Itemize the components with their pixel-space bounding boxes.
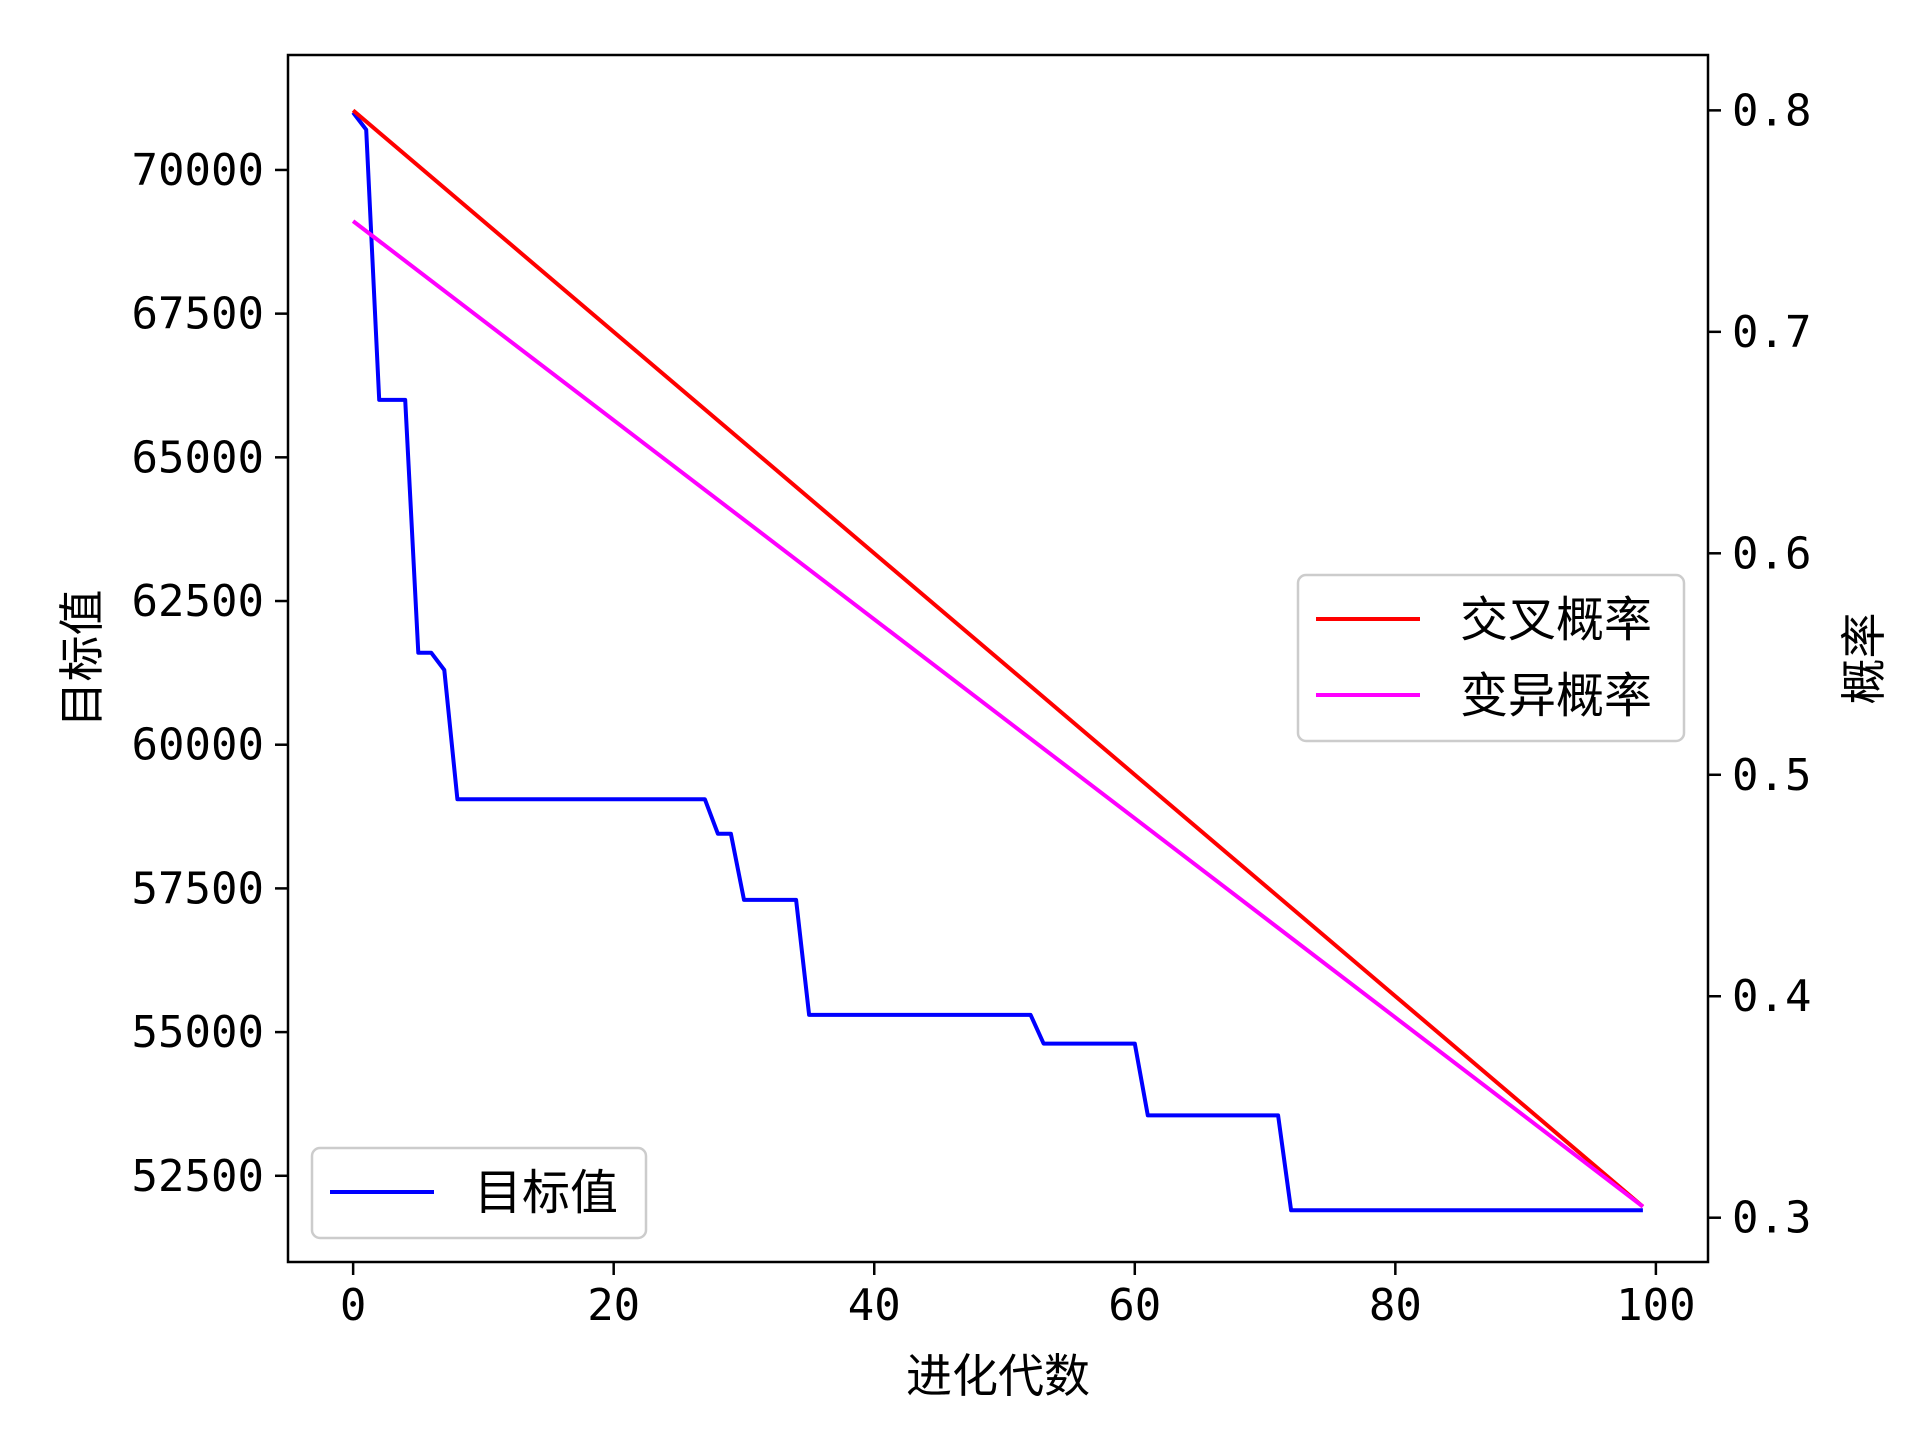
x-tick-label: 60 [1108, 1280, 1161, 1331]
x-tick-label: 40 [848, 1280, 901, 1331]
y-right-axis-title: 概率 [1837, 613, 1891, 705]
y-left-tick-label: 67500 [132, 289, 264, 340]
legend-probability-label: 交叉概率 [1460, 592, 1652, 648]
x-axis-title: 进化代数 [906, 1349, 1090, 1403]
plot-frame [286, 53, 1710, 1264]
y-left-tick-label: 62500 [132, 576, 264, 627]
series-line-3 [351, 219, 1645, 1209]
y-left-tick-label: 70000 [132, 145, 264, 196]
x-tick-label: 80 [1369, 1280, 1422, 1331]
x-tick-label: 0 [340, 1280, 367, 1331]
legend-probability-box [1296, 573, 1686, 743]
legend-objective-box [310, 1146, 648, 1240]
legend-objective-label: 目标值 [474, 1165, 618, 1221]
y-right-tick-label: 0.4 [1732, 971, 1811, 1022]
y-left-tick-label: 55000 [132, 1007, 264, 1058]
y-left-axis-title: 目标值 [55, 590, 109, 728]
series-line-2 [351, 108, 1645, 1209]
y-left-tick-label: 57500 [132, 863, 264, 914]
y-right-tick-label: 0.6 [1732, 528, 1811, 579]
y-right-tick-label: 0.3 [1732, 1193, 1811, 1244]
y-left-tick-label: 52500 [132, 1151, 264, 1202]
y-left-tick-label: 65000 [132, 432, 264, 483]
legend-probability-label: 变异概率 [1460, 668, 1652, 724]
x-tick-label: 100 [1616, 1280, 1695, 1331]
x-tick-label: 20 [587, 1280, 640, 1331]
series-line-1 [351, 111, 1643, 1213]
y-left-tick-label: 60000 [132, 720, 264, 771]
y-right-tick-label: 0.7 [1732, 307, 1811, 358]
y-right-tick-label: 0.5 [1732, 750, 1811, 801]
y-right-tick-label: 0.8 [1732, 85, 1811, 136]
